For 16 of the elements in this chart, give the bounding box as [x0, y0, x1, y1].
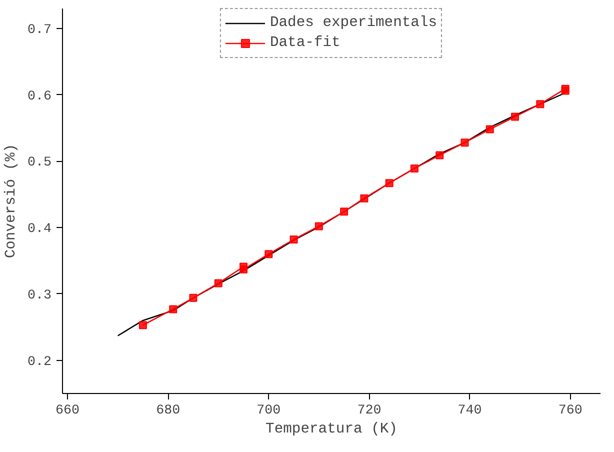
- x-tick-label: 700: [256, 404, 281, 418]
- legend-label: Data-fit: [270, 35, 340, 51]
- y-tick-label: 0.6: [28, 89, 52, 104]
- y-tick-label: 0.4: [28, 222, 52, 238]
- x-tick-label: 660: [56, 404, 80, 418]
- x-tick-label: 740: [458, 404, 482, 418]
- y-tick-label: 0.3: [28, 288, 52, 304]
- y-axis-title: Conversió (%): [4, 144, 20, 258]
- x-tick-label: 720: [357, 404, 382, 418]
- x-tick-label: 680: [156, 404, 180, 418]
- x-axis-title: Temperatura (K): [266, 422, 398, 438]
- y-tick-label: 0.2: [28, 354, 52, 370]
- x-tick-label: 760: [558, 404, 582, 418]
- legend-label: Dades experimentals: [270, 15, 438, 31]
- y-tick-label: 0.5: [28, 156, 52, 171]
- y-tick-label: 0.7: [28, 22, 52, 38]
